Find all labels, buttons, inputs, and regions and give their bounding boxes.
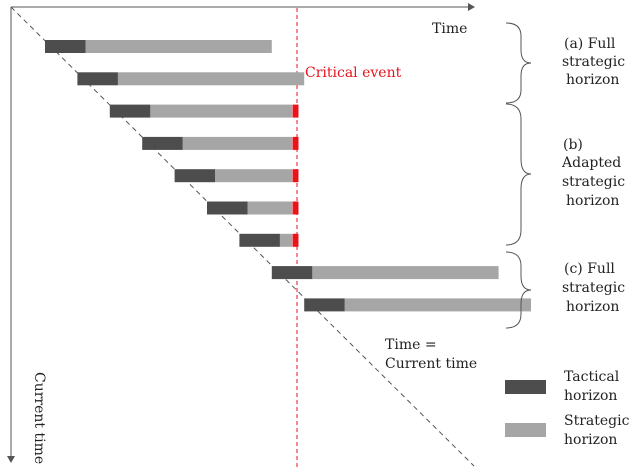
strategic-bar-1 <box>85 40 272 53</box>
tactical-bar-3 <box>109 104 151 118</box>
critical-cut-marker-7 <box>292 233 299 247</box>
tactical-bar-5 <box>174 169 216 183</box>
tactical-bar-9 <box>304 298 345 312</box>
critical-event-label: Critical event <box>305 65 402 81</box>
tactical-bar-1 <box>45 40 86 53</box>
current-time-axis-label: Current time <box>31 372 47 464</box>
legend-tactical-swatch <box>505 380 546 394</box>
brace-c <box>505 251 532 329</box>
legend-strategic-swatch <box>505 423 546 437</box>
strategic-bar-2 <box>117 72 305 86</box>
strategic-bar-8 <box>312 266 499 280</box>
group-b-label: (b) Adapted strategic horizon <box>561 137 630 209</box>
critical-cut-marker-6 <box>292 201 299 215</box>
diagonal-label-line1: Time = <box>385 337 437 353</box>
brace-b <box>505 103 532 246</box>
diagonal-label-line2: Current time <box>385 356 477 372</box>
tactical-bar-7 <box>239 233 280 247</box>
brace-a <box>505 22 532 104</box>
critical-cut-marker-3 <box>292 104 299 118</box>
strategic-bar-6 <box>247 201 293 215</box>
strategic-bar-9 <box>344 298 531 312</box>
critical-cut-marker-5 <box>292 169 299 183</box>
horizon-bars <box>45 40 531 312</box>
group-a-label: (a) Full strategic horizon <box>562 36 630 88</box>
tactical-bar-4 <box>142 136 183 150</box>
time-axis-label: Time <box>432 21 467 37</box>
tactical-bar-8 <box>271 266 313 280</box>
critical-cut-marker-4 <box>292 136 299 150</box>
strategic-bar-4 <box>182 136 293 150</box>
legend-tactical-label: Tactical horizon <box>564 369 624 404</box>
legend-strategic-label: Strategic horizon <box>564 413 634 448</box>
tactical-bar-2 <box>77 72 118 86</box>
group-c-label: (c) Full strategic horizon <box>562 261 630 315</box>
strategic-bar-3 <box>150 104 293 118</box>
strategic-bar-7 <box>279 233 293 247</box>
strategic-bar-5 <box>215 169 293 183</box>
tactical-bar-6 <box>207 201 248 215</box>
